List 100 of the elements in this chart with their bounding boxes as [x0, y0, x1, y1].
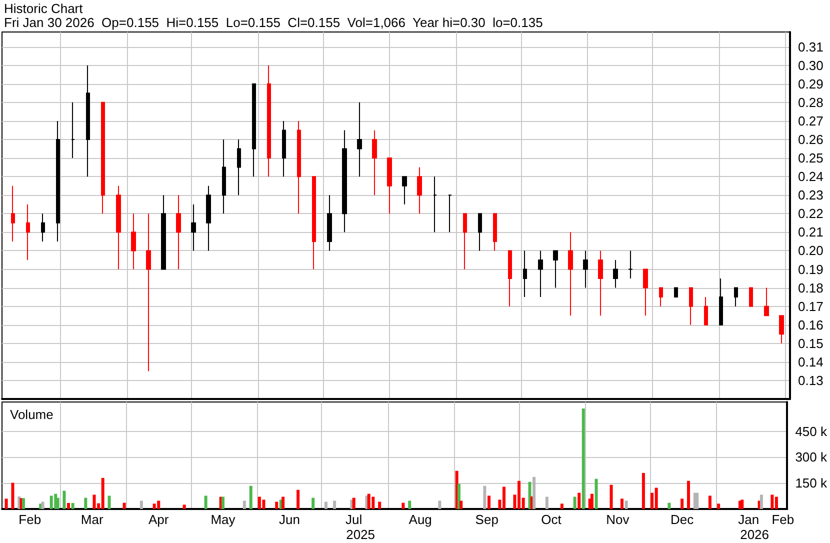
candlestick: [448, 194, 452, 233]
x-tick-label: Oct: [541, 512, 562, 527]
candlestick: [357, 102, 362, 178]
candlestick: [764, 287, 769, 316]
bar: [204, 496, 208, 509]
y-tick-label: 0.16: [798, 317, 824, 332]
bar: [590, 494, 594, 509]
y-tick-label: 0.28: [798, 94, 824, 110]
bar: [774, 496, 778, 509]
x-tick-label: Apr: [148, 512, 170, 527]
candlestick: [11, 185, 15, 242]
y-tick-label: 0.31: [798, 39, 824, 54]
bar: [483, 486, 486, 509]
x-tick-label: Sep: [475, 512, 498, 527]
x-tick-label: May: [210, 512, 236, 527]
bar: [642, 472, 645, 509]
candlestick: [402, 176, 407, 205]
candlestick: [433, 176, 437, 233]
x-tick-label: Jul: [346, 512, 362, 527]
candlestick: [372, 130, 377, 196]
y-tick-label: 0.29: [798, 76, 824, 92]
y-tick-label: 450 k: [795, 424, 828, 439]
bar: [582, 408, 585, 509]
text: 2025: [346, 527, 375, 542]
bar: [654, 488, 658, 509]
candlestick: [176, 194, 181, 270]
candlestick: [71, 102, 75, 159]
bar: [687, 480, 690, 509]
x-tick-label: Dec: [670, 512, 694, 527]
candlestick: [628, 250, 633, 280]
bar: [594, 478, 598, 509]
bar: [71, 502, 74, 509]
bar: [378, 502, 382, 509]
candlestick: [463, 213, 467, 270]
bar: [140, 500, 143, 509]
bar: [624, 500, 628, 509]
bar: [333, 500, 336, 509]
bar: [324, 502, 328, 509]
candlestick: [342, 130, 347, 233]
candlestick: [41, 213, 45, 242]
bar: [11, 482, 14, 509]
candlestick: [131, 213, 136, 270]
bar: [282, 496, 285, 509]
candlestick: [583, 250, 588, 288]
bar: [610, 484, 613, 509]
y-tick-label: 150 k: [795, 476, 828, 491]
bar: [372, 496, 375, 509]
candlestick: [237, 139, 241, 196]
x-tick-label: Feb: [18, 512, 42, 527]
candlestick: [252, 83, 256, 178]
candlestick: [297, 120, 301, 214]
bar: [573, 496, 576, 509]
candlestick: [327, 194, 332, 252]
y-tick-label: 0.17: [798, 298, 824, 314]
candlestick: [417, 166, 422, 214]
bar: [249, 486, 252, 509]
bar: [56, 498, 60, 509]
candlestick: [674, 287, 678, 298]
candlestick: [116, 185, 121, 270]
candlestick: [493, 213, 497, 252]
bar: [62, 490, 66, 509]
bar: [275, 502, 278, 509]
bar: [152, 504, 156, 509]
y-tick-label: 0.13: [798, 372, 824, 388]
bar: [312, 498, 315, 509]
candlestick: [553, 250, 558, 288]
y-tick-label: 0.22: [798, 206, 824, 222]
y-tick-label: 0.26: [798, 132, 824, 148]
bar: [182, 504, 186, 509]
candlestick: [56, 120, 60, 242]
candlestick: [191, 204, 196, 252]
candlestick: [523, 250, 527, 298]
bar: [438, 500, 442, 509]
candlestick: [704, 296, 708, 326]
bar: [487, 496, 490, 509]
candlestick: [568, 232, 573, 316]
bar: [578, 492, 581, 509]
bar: [242, 500, 246, 509]
chart-subtitle: Fri Jan 30 2026 Op=0.155 Hi=0.155 Lo=0.155 Cl=0.155 Vol=1,066 Year hi=0.30 lo=0.135: [4, 15, 543, 30]
bar: [67, 502, 70, 509]
bar: [4, 498, 8, 509]
bar: [402, 502, 405, 509]
candlestick: [101, 102, 105, 214]
bar: [50, 496, 53, 509]
bar: [532, 476, 536, 509]
bar: [122, 502, 126, 509]
bar: [84, 498, 88, 509]
x-tick-label: Jan: [738, 512, 760, 527]
chart-title: Historic Chart: [4, 1, 84, 16]
candlestick: [779, 315, 784, 344]
y-tick-label: 0.23: [798, 188, 824, 203]
bar: [296, 490, 300, 509]
text: 2026: [740, 527, 769, 542]
x-tick-label: Aug: [408, 512, 432, 527]
bar: [460, 500, 463, 509]
bar: [157, 500, 160, 509]
candlestick: [598, 250, 603, 316]
bar: [717, 504, 720, 509]
y-tick-label: 0.24: [798, 169, 824, 184]
bar: [696, 492, 699, 509]
